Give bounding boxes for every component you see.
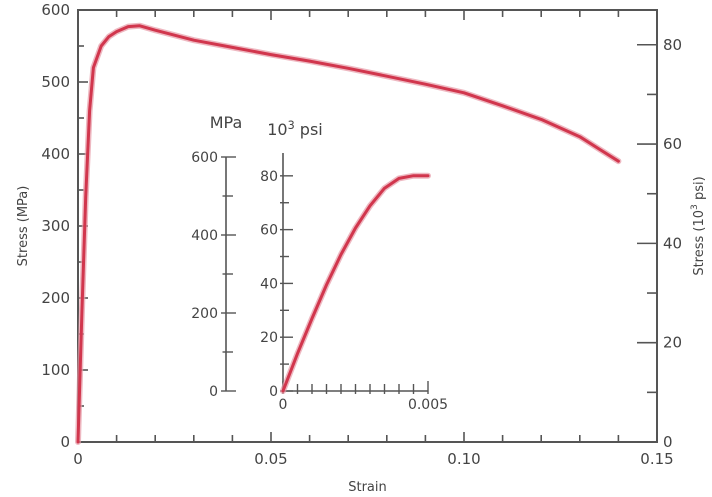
inset-data-point — [311, 317, 313, 320]
data-point — [463, 92, 465, 94]
data-point — [100, 45, 102, 47]
data-point — [193, 39, 195, 42]
x-tick-label: 0.05 — [254, 450, 287, 468]
inset-data-point — [354, 227, 357, 229]
y-axis-title: Stress (MPa) — [16, 186, 31, 267]
inset-mpa-tick-label: 600 — [191, 150, 218, 166]
x-tick-label: 0.10 — [447, 450, 480, 468]
data-point — [579, 135, 581, 138]
inset-chart: 0 200 400 600 MPa 0 20 40 60 80 103 psi 0 0.005 — [191, 113, 448, 413]
data-point — [84, 196, 87, 198]
x-axis-title: Strain — [348, 480, 387, 495]
inset-data-point — [282, 390, 284, 392]
y2-axis-title: Stress (103 psi) — [690, 176, 707, 275]
data-point — [598, 148, 600, 150]
inset-data-point — [383, 187, 386, 189]
data-point — [127, 25, 129, 28]
data-point — [88, 110, 91, 112]
inset-psi-tick-label: 60 — [260, 223, 278, 239]
inset-x-tick-label: 0 — [279, 397, 288, 413]
y-tick-label: 400 — [41, 145, 70, 163]
inset-mpa-tick-label: 200 — [191, 306, 218, 322]
data-point — [92, 66, 95, 69]
data-point — [308, 60, 311, 62]
data-point — [77, 441, 79, 443]
data-point — [108, 35, 110, 38]
series-line — [76, 24, 620, 444]
y2-tick-label: 40 — [663, 234, 682, 252]
y-tick-label: 600 — [41, 1, 70, 19]
y-tick-label: 500 — [41, 73, 70, 91]
y2-tick-label: 80 — [663, 36, 682, 54]
inset-x-tick-label: 0.005 — [408, 397, 448, 413]
x-tick-label: 0 — [73, 450, 83, 468]
inset-data-point — [296, 352, 299, 355]
inset-data-point — [325, 284, 328, 286]
inset-mpa-tick-label: 0 — [209, 384, 218, 400]
y2-tick-label: 0 — [663, 433, 673, 451]
data-point — [617, 160, 620, 162]
inset-psi-tick-label: 0 — [269, 384, 278, 400]
series-line-glow — [75, 22, 622, 445]
y2-tick-label: 20 — [663, 334, 682, 352]
data-point — [231, 46, 234, 49]
y-tick-label: 100 — [41, 361, 70, 379]
data-point — [347, 67, 350, 70]
inset-series-line — [281, 174, 430, 393]
inset-mpa-unit-label: MPa — [210, 113, 243, 132]
y-tick-label: 0 — [60, 433, 70, 451]
inset-data-point — [369, 204, 371, 207]
inset-psi-tick-label: 80 — [260, 169, 278, 185]
x-tick-label: 0.15 — [640, 450, 673, 468]
data-point — [270, 53, 272, 56]
y2-tick-label: 60 — [663, 135, 682, 153]
main-chart: 0 0.05 0.10 0.15010020030040050060002040608… — [16, 1, 707, 495]
inset-data-point — [398, 177, 400, 180]
inset-data-point — [427, 174, 429, 177]
data-point — [115, 30, 118, 33]
data-point — [138, 25, 141, 27]
inset-psi-tick-label: 20 — [260, 330, 278, 346]
inset-psi-tick-label: 40 — [260, 276, 278, 292]
inset-psi-unit-label: 103 psi — [267, 119, 323, 139]
inset-mpa-tick-label: 400 — [191, 228, 218, 244]
data-point — [386, 75, 388, 78]
inset-data-point — [412, 174, 415, 177]
inset-data-point — [340, 253, 342, 256]
y-tick-label: 200 — [41, 289, 70, 307]
data-point — [540, 118, 542, 121]
y-tick-label: 300 — [41, 217, 70, 235]
data-point — [81, 311, 83, 314]
data-point — [154, 29, 156, 31]
data-point — [501, 104, 504, 107]
data-point — [424, 83, 427, 85]
inset-series-line-glow — [280, 172, 431, 394]
